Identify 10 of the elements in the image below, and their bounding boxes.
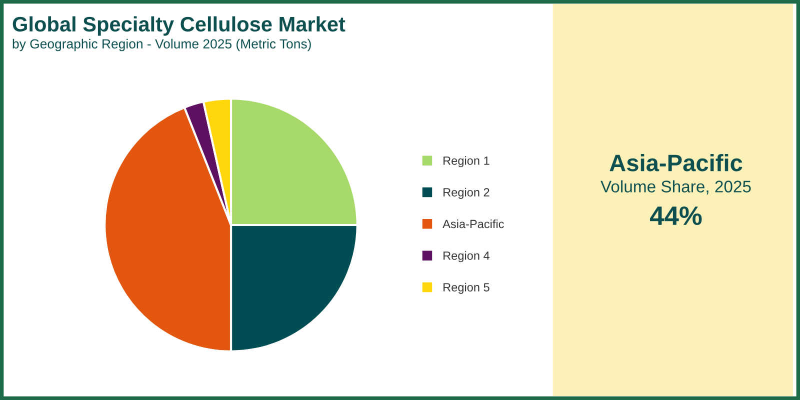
chart-title: Global Specialty Cellulose Market xyxy=(12,16,346,36)
chart-subtitle: by Geographic Region - Volume 2025 (Metric Tons) xyxy=(12,38,311,52)
legend-label: Region 4 xyxy=(444,251,490,262)
text: 44% xyxy=(650,206,702,226)
text: Asia-Pacific xyxy=(610,154,742,172)
legend-label: Asia-Pacific xyxy=(442,219,504,228)
legend-label: Region 1 xyxy=(444,156,490,168)
legend-label: Region 2 xyxy=(444,188,490,199)
text: Volume Share, 2025 xyxy=(600,180,751,194)
legend-label: Region 5 xyxy=(444,282,490,294)
